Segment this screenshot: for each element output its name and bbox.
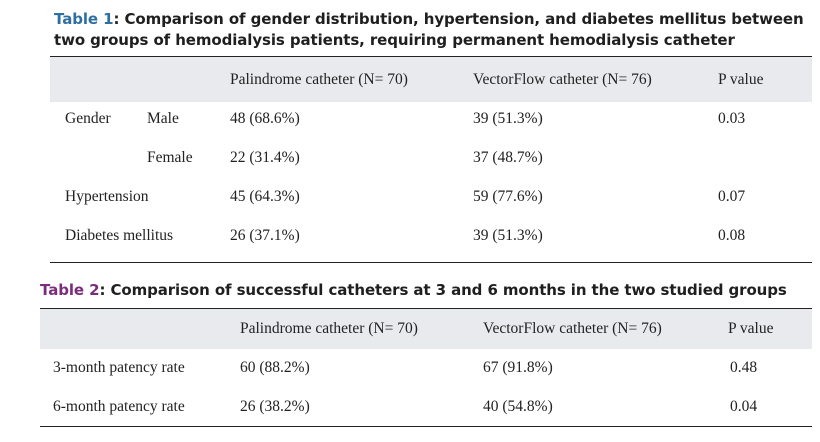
table2-cell-3month-vectorflow: 67 (91.8%) xyxy=(483,359,553,376)
table1-cell-male-vectorflow: 39 (51.3%) xyxy=(473,110,543,127)
table1-cell-hypertension-vectorflow: 59 (77.6%) xyxy=(473,188,543,205)
table2-top-rule xyxy=(40,308,812,309)
table1-row-hypertension-label: Hypertension xyxy=(65,188,149,205)
table2-cell-3month-pvalue: 0.48 xyxy=(730,359,758,376)
table2-bottom-rule xyxy=(40,426,812,427)
table1-cell-diabetes-palindrome: 26 (37.1%) xyxy=(230,227,300,244)
table2-caption-text: : Comparison of successful catheters at … xyxy=(99,281,787,299)
table2-row-6month-label: 6-month patency rate xyxy=(53,398,185,415)
table1-top-rule xyxy=(50,56,812,57)
table1-cell-diabetes-vectorflow: 39 (51.3%) xyxy=(473,227,543,244)
table1-caption-text: : Comparison of gender distribution, hyp… xyxy=(54,10,804,49)
table1-cell-hypertension-palindrome: 45 (64.3%) xyxy=(230,188,300,205)
table2-caption: Table 2: Comparison of successful cathet… xyxy=(40,280,810,301)
table2: Palindrome catheter (N= 70) VectorFlow c… xyxy=(40,308,812,428)
table2-header-palindrome: Palindrome catheter (N= 70) xyxy=(240,320,418,337)
table1-caption: Table 1: Comparison of gender distributi… xyxy=(54,9,814,51)
table1-cell-male-pvalue: 0.03 xyxy=(718,110,746,127)
table2-row-3month-label: 3-month patency rate xyxy=(53,359,185,376)
table1-cell-hypertension-pvalue: 0.07 xyxy=(718,188,746,205)
table1-row-female-sublabel: Female xyxy=(147,149,193,166)
table1-cell-female-vectorflow: 37 (48.7%) xyxy=(473,149,543,166)
table1: Palindrome catheter (N= 70) VectorFlow c… xyxy=(50,56,812,266)
table2-header-pvalue: P value xyxy=(728,320,774,337)
table1-bottom-rule xyxy=(50,262,812,263)
table2-header-vectorflow: VectorFlow catheter (N= 76) xyxy=(483,320,662,337)
table2-cell-6month-palindrome: 26 (38.2%) xyxy=(240,398,310,415)
table1-header-pvalue: P value xyxy=(718,71,764,88)
table1-cell-female-palindrome: 22 (31.4%) xyxy=(230,149,300,166)
table1-header-vectorflow: VectorFlow catheter (N= 76) xyxy=(473,71,652,88)
table2-label: Table 2 xyxy=(40,281,100,299)
table2-header-row xyxy=(40,308,812,349)
table1-cell-diabetes-pvalue: 0.08 xyxy=(718,227,746,244)
table1-cell-male-palindrome: 48 (68.6%) xyxy=(230,110,300,127)
table2-cell-6month-pvalue: 0.04 xyxy=(730,398,758,415)
table1-header-palindrome: Palindrome catheter (N= 70) xyxy=(230,71,408,88)
table1-row-diabetes-label: Diabetes mellitus xyxy=(65,227,174,244)
table1-label: Table 1 xyxy=(54,10,114,28)
table1-row-gender-label: Gender xyxy=(65,110,111,127)
table1-row-male-sublabel: Male xyxy=(147,110,179,127)
table1-header-row xyxy=(50,56,812,102)
table2-cell-6month-vectorflow: 40 (54.8%) xyxy=(483,398,553,415)
table2-cell-3month-palindrome: 60 (88.2%) xyxy=(240,359,310,376)
